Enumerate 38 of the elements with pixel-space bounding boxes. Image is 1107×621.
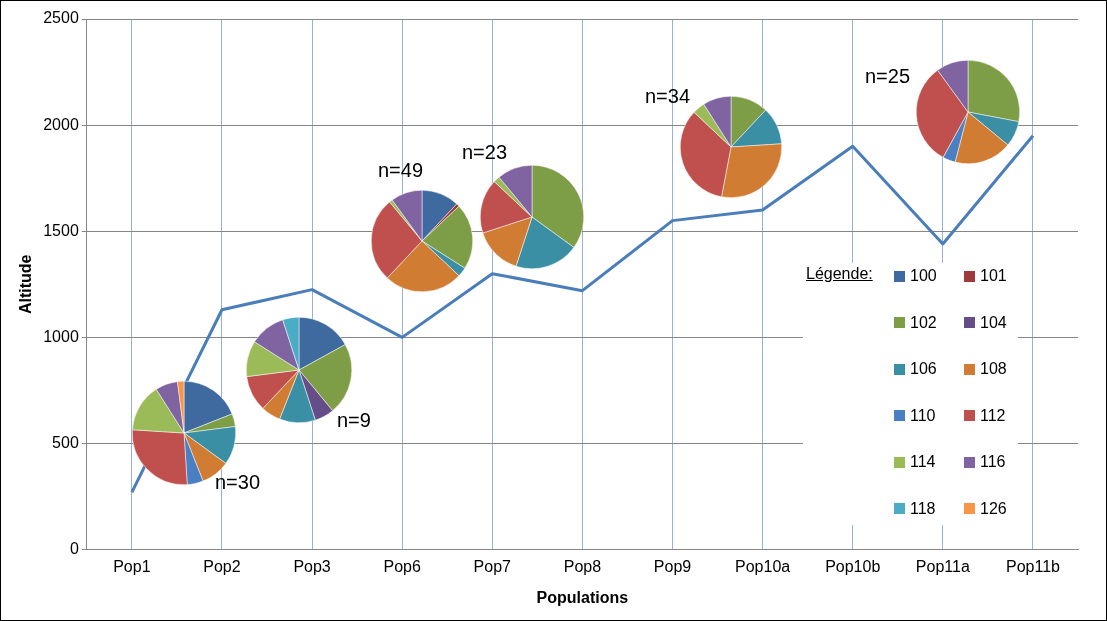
legend-title: Légende:: [806, 265, 873, 283]
x-tick-label: Pop10a: [735, 557, 791, 575]
y-tick-label: 0: [69, 540, 79, 558]
x-tick-label: Pop1: [113, 557, 151, 575]
slice-label: n=34: [645, 85, 691, 108]
legend-label: 108: [980, 360, 1007, 378]
legend-label: 104: [980, 313, 1007, 332]
y-tick-label: 2000: [43, 115, 79, 133]
x-tick-label: Pop3: [293, 557, 331, 575]
y-tick-label: 500: [52, 433, 79, 451]
legend-label: 118: [910, 499, 936, 518]
legend-label: 101: [980, 267, 1007, 285]
slice-label: n=30: [215, 471, 261, 494]
legend-label: 112: [980, 406, 1006, 425]
x-tick-label: Pop6: [383, 557, 421, 575]
x-tick-label: Pop7: [473, 557, 512, 575]
legend-label: 102: [910, 313, 937, 332]
x-tick-label: Pop9: [653, 557, 692, 575]
slice-label: n=25: [865, 65, 911, 88]
y-tick-label: 1500: [43, 221, 79, 239]
legend-label: 110: [910, 406, 936, 425]
legend-label: 114: [910, 453, 936, 471]
slice-label: n=9: [337, 409, 371, 432]
legend-label: 106: [910, 360, 937, 378]
slice-label: n=49: [378, 159, 424, 182]
y-tick-label: 2500: [43, 9, 79, 27]
y-axis-title: Altitude: [17, 254, 35, 315]
slice-label: n=23: [462, 141, 508, 164]
x-tick-label: Pop2: [203, 557, 241, 575]
x-tick-label: Pop10b: [825, 557, 881, 575]
y-tick-label: 1000: [43, 327, 79, 345]
legend-label: 126: [980, 499, 1007, 518]
x-tick-label: Pop11a: [915, 557, 970, 575]
x-tick-label: Pop11b: [1005, 557, 1061, 575]
legend-label: 116: [980, 453, 1006, 471]
legend-label: 100: [910, 267, 937, 285]
x-tick-label: Pop8: [563, 557, 602, 575]
x-axis-title: Populations: [536, 588, 629, 606]
